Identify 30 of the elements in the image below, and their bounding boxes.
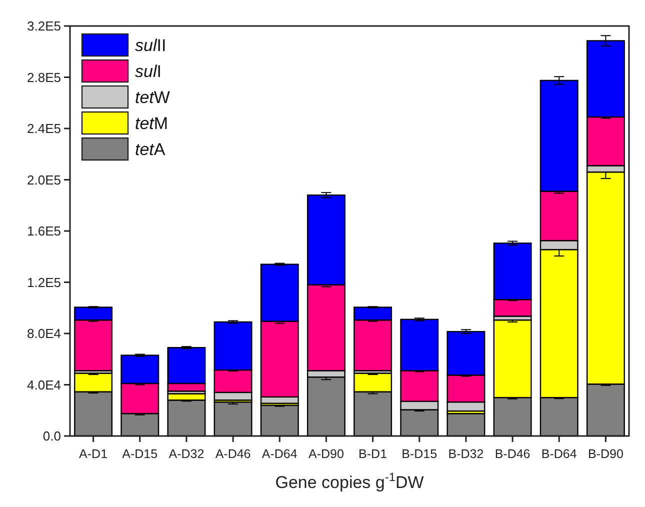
legend-label: tetW — [135, 88, 170, 107]
y-tick-label: 0.0 — [42, 428, 61, 444]
x-tick-label: A-D15 — [122, 447, 158, 461]
x-tick-label: B-D90 — [588, 447, 624, 461]
y-tick-label: 1.6E5 — [27, 224, 61, 239]
x-tick-label: A-D64 — [262, 447, 298, 461]
y-tick-label: 3.2E5 — [27, 18, 61, 34]
y-tick-label: 2.0E5 — [27, 172, 61, 188]
y-tick-label: 8.0E4 — [27, 326, 61, 342]
legend-label: sulI — [135, 62, 162, 81]
x-tick-label: A-D32 — [168, 447, 204, 461]
bar — [260, 404, 299, 437]
x-tick-label: B-D1 — [358, 447, 388, 461]
x-tick-label: A-D1 — [79, 447, 108, 461]
bar — [214, 401, 252, 437]
x-tick-label: B-D32 — [448, 447, 484, 461]
legend-label: tetA — [135, 140, 166, 159]
x-tick-label: A-D90 — [308, 447, 344, 461]
x-tick-label: B-D46 — [494, 447, 530, 461]
legend-label: tetM — [135, 114, 168, 133]
x-tick-label: A-D46 — [215, 447, 251, 461]
bar — [446, 412, 486, 437]
y-tick-label: 2.4E5 — [27, 121, 61, 136]
x-axis-title: Gene copies g$^{-1}$DW — [275, 470, 424, 492]
x-tick-label: B-D64 — [541, 447, 577, 461]
x-tick-label: B-D15 — [402, 447, 438, 461]
y-tick-label: 1.2E5 — [27, 274, 61, 290]
y-tick-label: 2.8E5 — [27, 70, 61, 85]
y-tick-label: 4.0E4 — [27, 377, 61, 392]
legend-label: sulII — [135, 36, 166, 55]
